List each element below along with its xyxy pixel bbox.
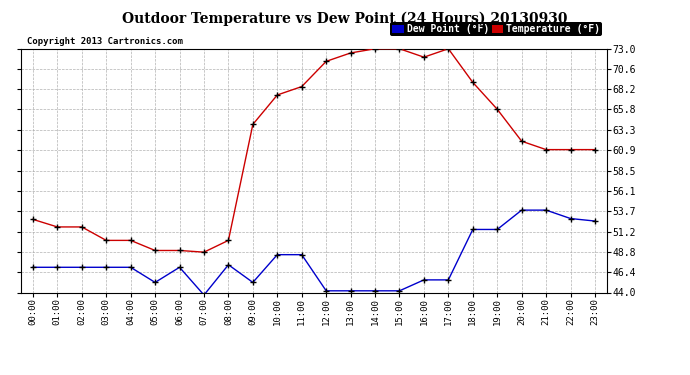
Legend: Dew Point (°F), Temperature (°F): Dew Point (°F), Temperature (°F) bbox=[390, 22, 602, 36]
Text: Outdoor Temperature vs Dew Point (24 Hours) 20130930: Outdoor Temperature vs Dew Point (24 Hou… bbox=[122, 11, 568, 26]
Text: Copyright 2013 Cartronics.com: Copyright 2013 Cartronics.com bbox=[26, 38, 182, 46]
